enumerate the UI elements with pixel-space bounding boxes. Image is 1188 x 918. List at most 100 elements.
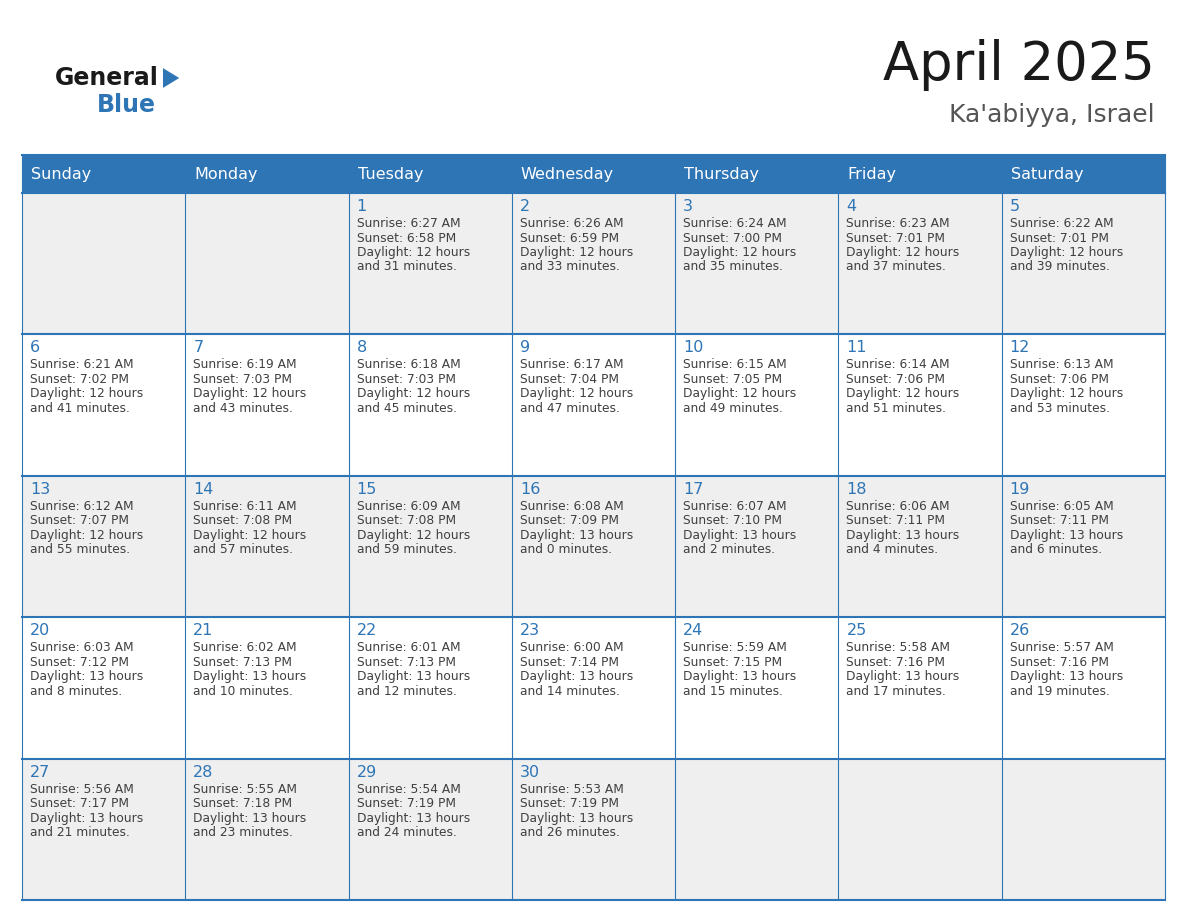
Text: 10: 10	[683, 341, 703, 355]
Text: Sunrise: 6:24 AM: Sunrise: 6:24 AM	[683, 217, 786, 230]
Bar	[675, 617, 839, 758]
Bar	[23, 193, 185, 334]
Text: and 10 minutes.: and 10 minutes.	[194, 685, 293, 698]
Text: Daylight: 13 hours: Daylight: 13 hours	[194, 812, 307, 824]
Bar	[23, 617, 185, 758]
Text: and 0 minutes.: and 0 minutes.	[520, 543, 612, 556]
Bar	[839, 193, 1001, 334]
Text: and 39 minutes.: and 39 minutes.	[1010, 261, 1110, 274]
Text: 19: 19	[1010, 482, 1030, 497]
Text: and 8 minutes.: and 8 minutes.	[30, 685, 122, 698]
Text: Saturday: Saturday	[1011, 166, 1083, 182]
Text: Sunrise: 6:12 AM: Sunrise: 6:12 AM	[30, 499, 133, 513]
Text: Daylight: 12 hours: Daylight: 12 hours	[30, 529, 144, 542]
Text: and 19 minutes.: and 19 minutes.	[1010, 685, 1110, 698]
Text: and 15 minutes.: and 15 minutes.	[683, 685, 783, 698]
Text: Sunset: 7:16 PM: Sunset: 7:16 PM	[1010, 655, 1108, 668]
Text: Sunset: 7:03 PM: Sunset: 7:03 PM	[194, 373, 292, 386]
Text: Sunrise: 6:14 AM: Sunrise: 6:14 AM	[846, 358, 950, 372]
Bar	[348, 334, 512, 476]
Text: and 57 minutes.: and 57 minutes.	[194, 543, 293, 556]
Text: Sunset: 7:16 PM: Sunset: 7:16 PM	[846, 655, 946, 668]
Text: Daylight: 13 hours: Daylight: 13 hours	[683, 670, 796, 683]
Text: and 51 minutes.: and 51 minutes.	[846, 402, 947, 415]
Text: Sunrise: 5:57 AM: Sunrise: 5:57 AM	[1010, 641, 1113, 655]
Text: 9: 9	[520, 341, 530, 355]
Bar	[512, 334, 675, 476]
Text: Daylight: 13 hours: Daylight: 13 hours	[520, 529, 633, 542]
Text: and 37 minutes.: and 37 minutes.	[846, 261, 947, 274]
Text: Daylight: 13 hours: Daylight: 13 hours	[194, 670, 307, 683]
Bar	[23, 476, 185, 617]
Text: Sunset: 7:05 PM: Sunset: 7:05 PM	[683, 373, 782, 386]
Bar	[185, 155, 348, 193]
Bar	[185, 193, 348, 334]
Text: and 6 minutes.: and 6 minutes.	[1010, 543, 1101, 556]
Text: Daylight: 12 hours: Daylight: 12 hours	[356, 246, 469, 259]
Bar	[675, 476, 839, 617]
Text: 7: 7	[194, 341, 203, 355]
Bar	[185, 617, 348, 758]
Text: and 49 minutes.: and 49 minutes.	[683, 402, 783, 415]
Text: Sunrise: 6:05 AM: Sunrise: 6:05 AM	[1010, 499, 1113, 513]
Text: Sunrise: 6:09 AM: Sunrise: 6:09 AM	[356, 499, 460, 513]
Bar	[512, 476, 675, 617]
Bar	[23, 334, 185, 476]
Text: 30: 30	[520, 765, 541, 779]
Text: 21: 21	[194, 623, 214, 638]
Text: Sunset: 6:59 PM: Sunset: 6:59 PM	[520, 231, 619, 244]
Text: Sunset: 7:00 PM: Sunset: 7:00 PM	[683, 231, 782, 244]
Text: and 45 minutes.: and 45 minutes.	[356, 402, 456, 415]
Text: and 12 minutes.: and 12 minutes.	[356, 685, 456, 698]
Text: Sunrise: 6:03 AM: Sunrise: 6:03 AM	[30, 641, 133, 655]
Text: 27: 27	[30, 765, 50, 779]
Text: and 24 minutes.: and 24 minutes.	[356, 826, 456, 839]
Bar	[1001, 758, 1165, 900]
Text: Sunrise: 6:06 AM: Sunrise: 6:06 AM	[846, 499, 950, 513]
Text: Daylight: 12 hours: Daylight: 12 hours	[1010, 387, 1123, 400]
Text: Sunset: 7:02 PM: Sunset: 7:02 PM	[30, 373, 129, 386]
Text: Blue: Blue	[97, 93, 156, 117]
Text: Daylight: 12 hours: Daylight: 12 hours	[194, 387, 307, 400]
Text: Monday: Monday	[195, 166, 258, 182]
Text: Sunset: 7:07 PM: Sunset: 7:07 PM	[30, 514, 129, 527]
Text: and 14 minutes.: and 14 minutes.	[520, 685, 620, 698]
Text: Daylight: 12 hours: Daylight: 12 hours	[30, 387, 144, 400]
Text: Daylight: 13 hours: Daylight: 13 hours	[356, 670, 469, 683]
Bar	[512, 617, 675, 758]
Bar	[348, 193, 512, 334]
Text: Ka'abiyya, Israel: Ka'abiyya, Israel	[949, 103, 1155, 127]
Text: Sunset: 7:13 PM: Sunset: 7:13 PM	[194, 655, 292, 668]
Text: 25: 25	[846, 623, 867, 638]
Bar	[348, 155, 512, 193]
Text: 2: 2	[520, 199, 530, 214]
Bar	[1001, 617, 1165, 758]
Text: 23: 23	[520, 623, 541, 638]
Polygon shape	[163, 68, 179, 88]
Text: Sunset: 6:58 PM: Sunset: 6:58 PM	[356, 231, 456, 244]
Text: Sunset: 7:17 PM: Sunset: 7:17 PM	[30, 797, 129, 810]
Bar	[839, 155, 1001, 193]
Text: April 2025: April 2025	[883, 39, 1155, 91]
Text: and 21 minutes.: and 21 minutes.	[30, 826, 129, 839]
Text: Sunset: 7:14 PM: Sunset: 7:14 PM	[520, 655, 619, 668]
Text: Sunset: 7:19 PM: Sunset: 7:19 PM	[520, 797, 619, 810]
Bar	[675, 334, 839, 476]
Text: Daylight: 12 hours: Daylight: 12 hours	[194, 529, 307, 542]
Bar	[185, 334, 348, 476]
Text: and 2 minutes.: and 2 minutes.	[683, 543, 776, 556]
Text: Sunset: 7:01 PM: Sunset: 7:01 PM	[1010, 231, 1108, 244]
Text: Sunset: 7:04 PM: Sunset: 7:04 PM	[520, 373, 619, 386]
Bar	[185, 476, 348, 617]
Text: Tuesday: Tuesday	[358, 166, 423, 182]
Text: Sunset: 7:15 PM: Sunset: 7:15 PM	[683, 655, 782, 668]
Text: and 43 minutes.: and 43 minutes.	[194, 402, 293, 415]
Bar	[839, 476, 1001, 617]
Text: Sunrise: 5:58 AM: Sunrise: 5:58 AM	[846, 641, 950, 655]
Text: Daylight: 13 hours: Daylight: 13 hours	[520, 670, 633, 683]
Text: Daylight: 12 hours: Daylight: 12 hours	[1010, 246, 1123, 259]
Bar	[348, 758, 512, 900]
Text: Sunrise: 6:07 AM: Sunrise: 6:07 AM	[683, 499, 786, 513]
Text: Sunset: 7:12 PM: Sunset: 7:12 PM	[30, 655, 129, 668]
Bar	[1001, 476, 1165, 617]
